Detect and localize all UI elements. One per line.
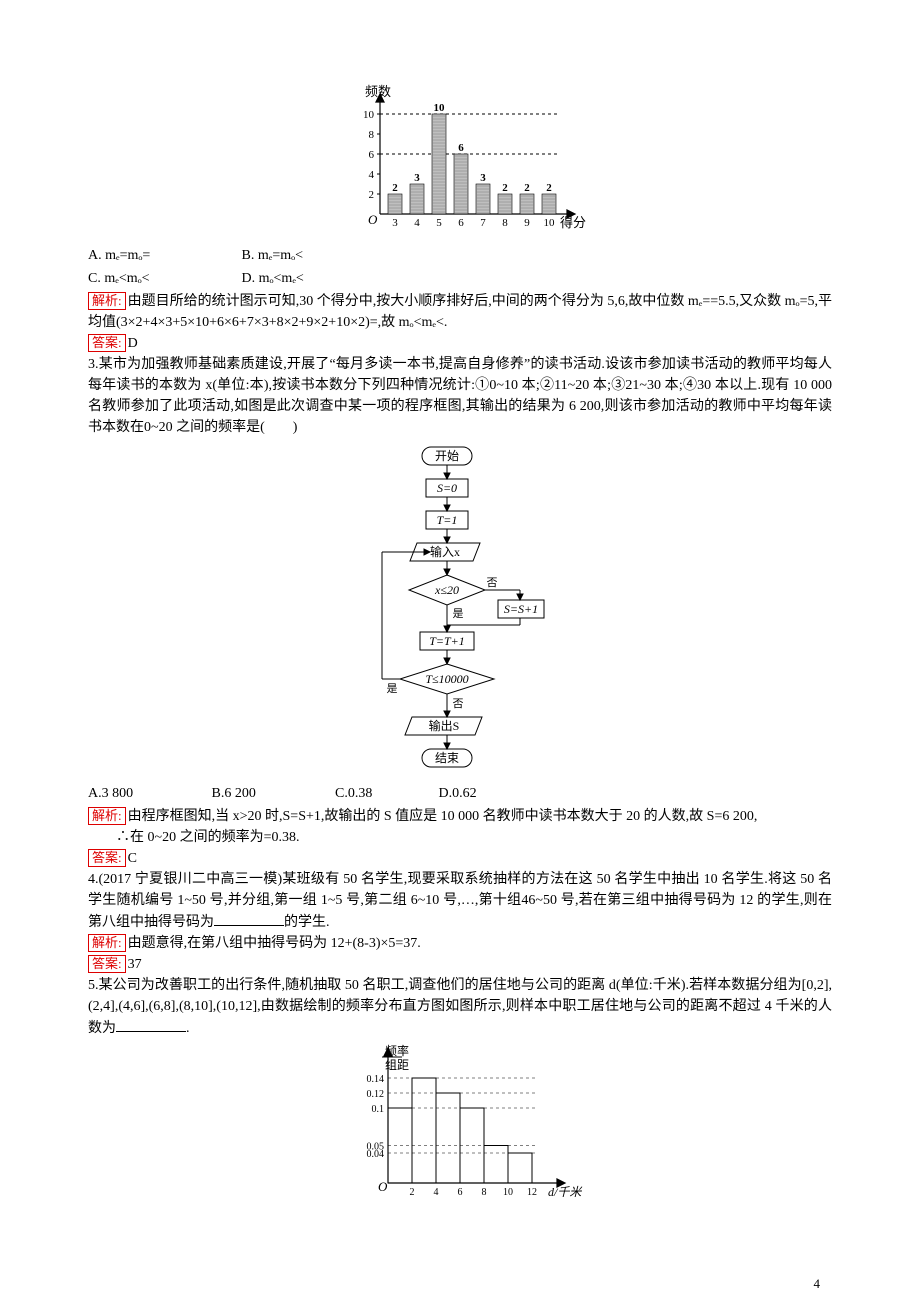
ans-badge: 答案: [88, 955, 126, 973]
q2-xlabel: 得分 [560, 215, 586, 230]
svg-text:T=T+1: T=T+1 [429, 634, 465, 648]
svg-text:6: 6 [369, 149, 375, 161]
svg-text:4: 4 [434, 1187, 439, 1198]
svg-text:x≤20: x≤20 [434, 583, 459, 597]
q3-opt-c: C.0.38 [335, 783, 435, 804]
svg-text:0.12: 0.12 [367, 1089, 385, 1100]
svg-text:S=0: S=0 [437, 481, 457, 495]
q4-jiexi: 由题意得,在第八组中抽得号码为 12+(8-3)×5=37. [128, 936, 421, 951]
q3-ans-row: 答案:C [88, 848, 832, 869]
q2-opt-d: D. mₒ<mₑ< [242, 268, 392, 289]
svg-text:3: 3 [480, 172, 486, 184]
q3-opt-a: A.3 800 [88, 783, 208, 804]
page-number: 4 [0, 1244, 920, 1294]
q2-opt-c: C. mₑ<mₒ< [88, 268, 238, 289]
jiexi-badge: 解析: [88, 292, 126, 310]
q3-flowchart: 开始 S=0 T=1 输入x x≤20 否 是 S=S+1 T=T+1 T≤10… [88, 442, 832, 779]
svg-text:9: 9 [524, 217, 530, 229]
q2-options-row1: A. mₑ=mₒ= B. mₑ=mₒ< [88, 245, 832, 266]
svg-text:组距: 组距 [385, 1058, 409, 1072]
svg-text:2: 2 [524, 182, 530, 194]
svg-text:4: 4 [369, 169, 375, 181]
svg-text:5: 5 [436, 217, 442, 229]
svg-text:3: 3 [392, 217, 398, 229]
q2-ans: D [128, 336, 138, 351]
svg-text:2: 2 [392, 182, 398, 194]
svg-text:6: 6 [458, 217, 464, 229]
q3-text: 3.某市为加强教师基础素质建设,开展了“每月多读一本书,提高自身修养”的读书活动… [88, 354, 832, 438]
svg-text:O: O [368, 212, 378, 227]
q2-options-row2: C. mₑ<mₒ< D. mₒ<mₑ< [88, 268, 832, 289]
q2-ans-row: 答案:D [88, 333, 832, 354]
svg-text:8: 8 [369, 129, 375, 141]
svg-text:2: 2 [546, 182, 552, 194]
svg-text:4: 4 [414, 217, 420, 229]
svg-text:输出S: 输出S [429, 718, 460, 733]
svg-text:O: O [378, 1179, 388, 1194]
svg-text:0.1: 0.1 [372, 1104, 385, 1115]
svg-text:d/千米: d/千米 [548, 1185, 583, 1199]
q3-jiexi-row: 解析:由程序框图知,当 x>20 时,S=S+1,故输出的 S 值应是 10 0… [88, 806, 832, 827]
jiexi-badge: 解析: [88, 807, 126, 825]
jiexi-badge: 解析: [88, 934, 126, 952]
q5-chart: 频率 组距 O 0.040.050.10.120.14 24681012 d/千… [88, 1043, 832, 1210]
q4-text: 4.(2017 宁夏银川二中高三一模)某班级有 50 名学生,现要采取系统抽样的… [88, 872, 832, 930]
q4-ans-row: 答案:37 [88, 954, 832, 975]
ans-badge: 答案: [88, 334, 126, 352]
q3-jiexi: 由程序框图知,当 x>20 时,S=S+1,故输出的 S 值应是 10 000 … [128, 809, 758, 824]
svg-text:结束: 结束 [435, 751, 459, 765]
svg-text:6: 6 [458, 142, 464, 154]
q4-blank [214, 911, 284, 926]
svg-text:2: 2 [502, 182, 508, 194]
q2-jiexi: 由题目所给的统计图示可知,30 个得分中,按大小顺序排好后,中间的两个得分为 5… [88, 294, 832, 330]
q3-opt-d: D.0.62 [439, 783, 539, 804]
svg-text:10: 10 [363, 109, 375, 121]
q2-jiexi-row: 解析:由题目所给的统计图示可知,30 个得分中,按大小顺序排好后,中间的两个得分… [88, 291, 832, 333]
svg-text:输入x: 输入x [430, 544, 460, 559]
q4-text-row: 4.(2017 宁夏银川二中高三一模)某班级有 50 名学生,现要采取系统抽样的… [88, 869, 832, 933]
q4-jiexi-row: 解析:由题意得,在第八组中抽得号码为 12+(8-3)×5=37. [88, 933, 832, 954]
svg-text:10: 10 [544, 217, 556, 229]
q2-opt-b: B. mₑ=mₒ< [242, 245, 392, 266]
q3-ans: C [128, 851, 137, 866]
svg-text:7: 7 [480, 217, 486, 229]
svg-text:2: 2 [369, 189, 375, 201]
svg-text:0.05: 0.05 [367, 1142, 385, 1153]
svg-text:8: 8 [482, 1187, 487, 1198]
svg-text:8: 8 [502, 217, 508, 229]
svg-text:6: 6 [458, 1187, 463, 1198]
svg-text:10: 10 [503, 1187, 513, 1198]
svg-text:12: 12 [527, 1187, 537, 1198]
q5-text-row: 5.某公司为改善职工的出行条件,随机抽取 50 名职工,调查他们的居住地与公司的… [88, 975, 832, 1039]
svg-text:3: 3 [414, 172, 420, 184]
q2-opt-a: A. mₑ=mₒ= [88, 245, 238, 266]
ans-badge: 答案: [88, 849, 126, 867]
q3-options: A.3 800 B.6 200 C.0.38 D.0.62 [88, 783, 832, 804]
svg-text:T≤10000: T≤10000 [425, 672, 468, 686]
svg-text:T=1: T=1 [437, 513, 458, 527]
q4-text-tail: 的学生. [284, 915, 330, 930]
svg-text:10: 10 [434, 102, 446, 114]
svg-text:是: 是 [387, 682, 398, 695]
svg-text:S=S+1: S=S+1 [504, 602, 538, 616]
svg-text:0.14: 0.14 [367, 1074, 385, 1085]
q3-jiexi2: ∴在 0~20 之间的频率为=0.38. [88, 827, 832, 848]
q4-ans: 37 [128, 957, 142, 972]
svg-text:否: 否 [453, 698, 464, 710]
svg-text:否: 否 [487, 577, 498, 589]
svg-text:2: 2 [410, 1187, 415, 1198]
q5-blank [116, 1017, 186, 1032]
svg-text:开始: 开始 [435, 449, 459, 463]
q3-opt-b: B.6 200 [212, 783, 332, 804]
q5-text-tail: . [186, 1021, 190, 1036]
q5-text: 5.某公司为改善职工的出行条件,随机抽取 50 名职工,调查他们的居住地与公司的… [88, 978, 832, 1036]
svg-text:是: 是 [453, 607, 464, 620]
q2-chart: 频数 O 246810 231063222 345678910 得分 [88, 84, 832, 241]
